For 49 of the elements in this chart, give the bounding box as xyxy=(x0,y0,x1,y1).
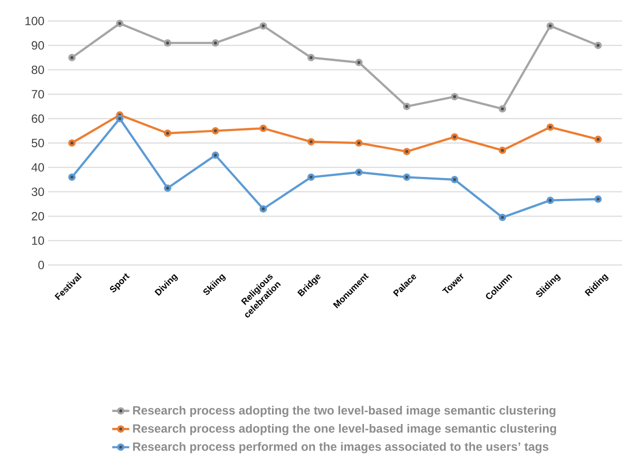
point xyxy=(164,184,172,192)
point xyxy=(498,105,506,113)
y-tick-label: 90 xyxy=(32,41,44,50)
point xyxy=(116,20,124,28)
point xyxy=(355,139,363,147)
point xyxy=(450,133,458,141)
y-tick-label: 10 xyxy=(32,236,44,245)
point xyxy=(498,146,506,154)
point xyxy=(546,196,554,204)
point xyxy=(594,136,602,144)
point xyxy=(594,42,602,50)
point xyxy=(116,114,124,122)
point xyxy=(164,130,172,137)
y-tick-label: 30 xyxy=(32,188,44,196)
point xyxy=(307,173,315,181)
point xyxy=(403,148,410,156)
y-tick-label: 100 xyxy=(25,16,44,26)
y-tick-label: 20 xyxy=(32,212,44,220)
point xyxy=(307,54,315,62)
point xyxy=(498,214,506,222)
y-tick-label: 70 xyxy=(32,90,44,98)
point xyxy=(403,102,410,110)
point xyxy=(68,173,76,181)
y-tick-label: 60 xyxy=(32,114,44,123)
point xyxy=(450,176,458,184)
point xyxy=(355,58,363,66)
point xyxy=(68,54,76,62)
y-tick-label: 40 xyxy=(31,163,44,172)
point xyxy=(594,195,602,203)
y-tick-label: 50 xyxy=(32,138,44,148)
point xyxy=(68,139,76,147)
point xyxy=(355,168,363,176)
point xyxy=(260,22,267,30)
point xyxy=(164,39,172,47)
point xyxy=(546,123,554,131)
legend-label: Research process performed on the images associated to the users’ tags xyxy=(133,442,548,454)
y-tick-label: 0 xyxy=(38,260,44,270)
point xyxy=(212,39,220,47)
y-tick-label: 80 xyxy=(32,66,44,74)
point xyxy=(403,173,410,181)
point xyxy=(450,92,458,100)
point xyxy=(212,127,220,134)
point xyxy=(546,22,554,30)
point xyxy=(212,152,220,159)
point xyxy=(260,124,267,132)
legend-label: Research process adopting the one level-based image semantic clustering xyxy=(133,424,556,436)
point xyxy=(260,205,267,213)
point xyxy=(307,138,315,146)
legend-label: Research process adopting the two level-based image semantic clustering xyxy=(133,406,556,418)
